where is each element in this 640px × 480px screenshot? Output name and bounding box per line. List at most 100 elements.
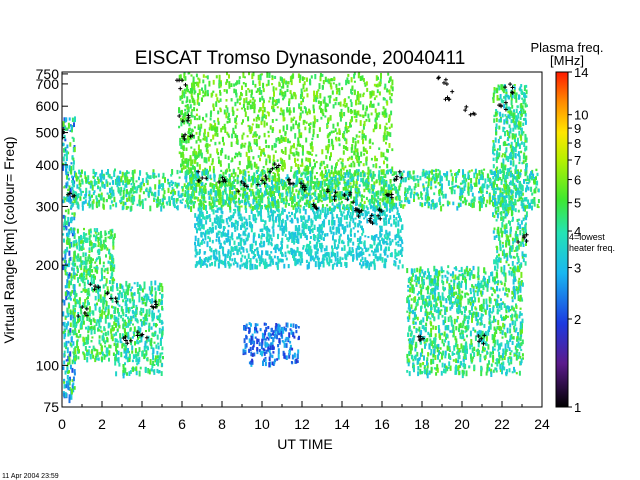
echo-mark <box>137 326 140 332</box>
echo-mark <box>73 170 76 173</box>
echo-mark <box>346 147 349 151</box>
echo-mark <box>131 306 133 309</box>
echo-mark <box>135 370 138 376</box>
echo-mark <box>304 209 307 215</box>
echo-mark <box>225 99 228 102</box>
echo-mark <box>298 132 301 139</box>
echo-mark <box>143 345 146 352</box>
echo-mark <box>323 248 326 252</box>
echo-mark <box>239 152 242 158</box>
echo-mark <box>133 196 136 202</box>
echo-mark <box>330 165 333 170</box>
echo-mark <box>239 193 242 197</box>
echo-mark <box>531 198 534 205</box>
echo-mark <box>102 337 105 343</box>
echo-mark <box>325 103 328 107</box>
echo-mark <box>72 176 74 182</box>
echo-mark <box>395 241 398 246</box>
echo-mark <box>200 123 203 129</box>
echo-mark <box>257 194 260 199</box>
echo-mark <box>347 240 350 247</box>
echo-mark <box>67 177 70 181</box>
echo-mark <box>286 244 289 249</box>
echo-mark <box>134 186 136 190</box>
echo-mark <box>319 73 322 77</box>
echo-mark <box>133 292 136 296</box>
echo-mark <box>197 124 200 129</box>
echo-mark <box>296 217 299 221</box>
echo-mark <box>73 312 76 318</box>
echo-mark <box>277 173 280 178</box>
echo-mark <box>95 181 98 185</box>
echo-mark <box>85 265 88 270</box>
echo-mark <box>66 174 69 180</box>
echo-mark <box>245 100 248 103</box>
echo-mark <box>246 250 249 253</box>
echo-mark <box>382 199 385 206</box>
echo-mark <box>239 239 242 243</box>
echo-mark <box>343 248 346 251</box>
echo-mark <box>137 341 140 345</box>
echo-mark <box>109 276 112 279</box>
echo-mark <box>451 181 454 186</box>
echo-mark <box>335 83 338 88</box>
echo-mark <box>296 235 299 241</box>
echo-mark <box>196 117 199 121</box>
echo-mark <box>344 225 347 230</box>
echo-mark <box>341 247 344 251</box>
echo-mark <box>274 150 277 153</box>
echo-mark <box>258 109 261 113</box>
echo-mark <box>281 77 283 81</box>
echo-mark <box>151 363 154 369</box>
echo-mark <box>308 244 310 250</box>
echo-mark <box>170 174 173 177</box>
echo-mark <box>125 280 128 287</box>
echo-mark <box>178 125 181 129</box>
echo-mark <box>180 139 183 146</box>
echo-mark <box>302 229 305 234</box>
echo-mark <box>64 253 67 260</box>
echo-mark <box>161 305 164 311</box>
echo-mark <box>152 333 155 337</box>
echo-mark <box>141 199 144 205</box>
echo-mark <box>266 232 269 238</box>
echo-mark <box>285 177 288 180</box>
echo-mark <box>88 306 91 313</box>
echo-mark <box>286 186 289 190</box>
echo-mark <box>339 209 342 213</box>
echo-mark <box>212 190 215 193</box>
echo-mark <box>280 139 283 143</box>
echo-mark <box>189 155 192 161</box>
echo-mark <box>283 94 286 99</box>
echo-mark <box>229 250 232 257</box>
echo-mark <box>219 160 222 166</box>
echo-mark <box>132 314 135 319</box>
echo-mark <box>153 192 156 196</box>
echo-mark <box>134 341 136 346</box>
echo-mark <box>342 241 345 245</box>
echo-mark <box>378 112 381 115</box>
echo-mark <box>205 113 208 118</box>
echo-mark <box>228 74 230 79</box>
echo-mark <box>78 297 81 301</box>
echo-mark <box>112 306 115 309</box>
echo-mark <box>350 150 353 153</box>
echo-mark <box>78 245 81 251</box>
echo-mark <box>395 217 398 221</box>
echo-mark <box>268 190 271 197</box>
echo-mark <box>107 330 110 336</box>
echo-mark <box>379 225 381 228</box>
echo-mark <box>251 243 254 250</box>
echo-mark <box>126 289 129 296</box>
echo-mark <box>359 171 362 178</box>
echo-mark <box>347 158 350 162</box>
echo-mark <box>81 180 84 185</box>
echo-mark <box>63 360 66 365</box>
echo-mark <box>335 137 338 142</box>
echo-mark <box>242 132 245 136</box>
echo-mark <box>401 254 403 257</box>
echo-mark <box>214 122 217 129</box>
echo-mark <box>284 136 287 142</box>
echo-mark <box>481 194 484 198</box>
echo-mark <box>91 269 94 273</box>
